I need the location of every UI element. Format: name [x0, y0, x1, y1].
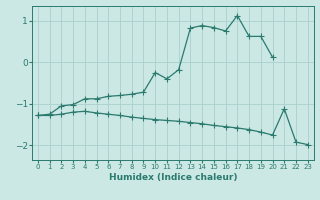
X-axis label: Humidex (Indice chaleur): Humidex (Indice chaleur): [108, 173, 237, 182]
